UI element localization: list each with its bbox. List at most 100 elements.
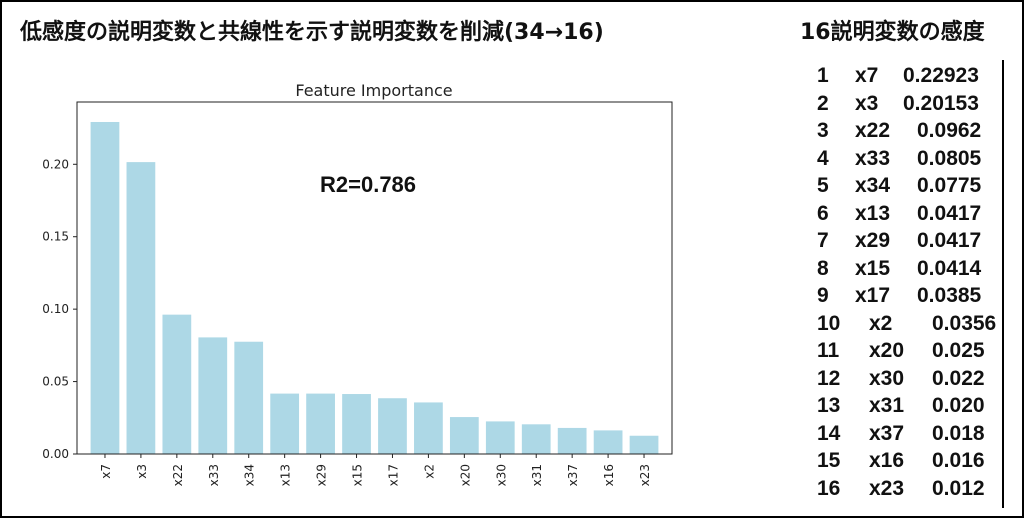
table-row: 14 x37 0.018 — [817, 420, 1002, 448]
row-rank: 10 — [817, 311, 841, 335]
table-row: 11 x20 0.025 — [817, 337, 1002, 365]
row-rank: 2 — [817, 91, 829, 115]
x-tick-label: x15 — [351, 464, 365, 486]
chart-title: Feature Importance — [295, 81, 452, 100]
row-rank: 8 — [817, 256, 829, 280]
y-tick-label: 0.10 — [42, 302, 69, 316]
table-row: 12 x30 0.022 — [817, 365, 1002, 393]
row-feature: x3 — [855, 91, 879, 115]
row-rank: 3 — [817, 119, 829, 142]
row-feature: x23 — [869, 476, 905, 500]
y-tick-label: 0.20 — [42, 157, 69, 171]
row-value: 0.0385 — [917, 284, 982, 307]
row-feature: x33 — [855, 146, 891, 170]
bar-x7 — [90, 121, 120, 455]
y-tick-label: 0.15 — [42, 230, 69, 244]
table-row: 3 x22 0.0962 — [817, 117, 1002, 145]
row-value: 0.0962 — [917, 119, 982, 142]
row-rank: 9 — [817, 284, 829, 307]
bar-x37 — [557, 427, 587, 454]
row-feature: x15 — [855, 256, 891, 280]
table-row: 1 x7 0.22923 — [817, 62, 1002, 90]
x-tick-label: x20 — [458, 464, 472, 486]
row-value: 0.016 — [932, 449, 985, 472]
bar-x23 — [629, 435, 659, 454]
x-tick-label: x30 — [494, 464, 508, 486]
sensitivity-table: 1 x7 0.22923 2 x3 0.20153 3 x22 0.0962 4 x33 0.0805… — [817, 62, 1002, 502]
row-feature: x29 — [855, 229, 891, 252]
row-value: 0.20153 — [903, 91, 979, 115]
row-feature: x20 — [869, 339, 905, 362]
slide-title: 低感度の説明変数と共線性を示す説明変数を削減(34→16) — [20, 20, 604, 45]
bar-x20 — [449, 417, 479, 454]
bar-x15 — [342, 394, 371, 454]
table-row: 2 x3 0.20153 — [817, 90, 1002, 118]
x-tick-label: x7 — [99, 464, 113, 479]
x-tick-label: x29 — [315, 464, 329, 486]
row-feature: x2 — [869, 311, 893, 335]
x-tick-label: x17 — [386, 464, 400, 486]
x-tick-label: x16 — [602, 464, 616, 486]
row-feature: x13 — [855, 201, 891, 225]
row-value: 0.020 — [932, 394, 985, 417]
plot-frame — [76, 101, 673, 455]
row-feature: x31 — [869, 394, 905, 417]
table-row: 15 x16 0.016 — [817, 447, 1002, 475]
row-feature: x30 — [869, 366, 905, 390]
x-tick-label: x23 — [638, 464, 652, 486]
row-feature: x16 — [869, 449, 905, 472]
table-row: 4 x33 0.0805 — [817, 145, 1002, 173]
bar-x31 — [521, 424, 551, 454]
row-feature: x37 — [869, 421, 905, 445]
table-row: 8 x15 0.0414 — [817, 255, 1002, 283]
bar-x22 — [162, 314, 192, 454]
y-tick-label: 0.00 — [42, 447, 69, 461]
row-feature: x34 — [855, 174, 891, 197]
x-tick-label: x2 — [422, 464, 436, 479]
bar-x33 — [198, 337, 228, 454]
row-value: 0.0417 — [917, 201, 982, 225]
row-value: 0.025 — [932, 339, 985, 362]
row-value: 0.0414 — [917, 256, 982, 280]
row-rank: 6 — [817, 201, 829, 225]
x-tick-label: x22 — [171, 464, 185, 486]
row-value: 0.22923 — [903, 64, 979, 87]
x-tick-label: x37 — [566, 464, 580, 486]
row-rank: 14 — [817, 421, 841, 445]
row-value: 0.018 — [932, 421, 985, 445]
bar-x30 — [485, 421, 515, 454]
row-rank: 1 — [817, 64, 829, 87]
x-tick-label: x3 — [135, 464, 149, 479]
table-row: 6 x13 0.0417 — [817, 200, 1002, 228]
row-rank: 7 — [817, 229, 829, 252]
bar-x2 — [414, 402, 443, 454]
row-rank: 16 — [817, 476, 841, 500]
row-rank: 4 — [817, 146, 829, 170]
y-tick-label: 0.05 — [42, 375, 69, 389]
divider — [1002, 60, 1004, 508]
row-value: 0.0775 — [917, 174, 982, 197]
table-row: 9 x17 0.0385 — [817, 282, 1002, 310]
x-tick-label: x13 — [279, 464, 293, 486]
row-feature: x22 — [855, 119, 891, 142]
table-row: 13 x31 0.020 — [817, 392, 1002, 420]
row-rank: 5 — [817, 174, 829, 197]
bar-x34 — [234, 341, 264, 454]
bar-x17 — [378, 398, 407, 454]
row-rank: 11 — [817, 339, 840, 362]
row-feature: x17 — [855, 284, 891, 307]
row-value: 0.0417 — [917, 229, 982, 252]
x-tick-label: x33 — [207, 464, 221, 486]
table-row: 16 x23 0.012 — [817, 475, 1002, 503]
row-value: 0.022 — [932, 366, 985, 390]
bar-x13 — [270, 393, 300, 454]
bar-x29 — [306, 393, 335, 454]
row-value: 0.0805 — [917, 146, 982, 170]
x-tick-label: x31 — [530, 464, 544, 486]
row-value: 0.012 — [932, 476, 985, 500]
row-value: 0.0356 — [932, 311, 997, 335]
row-feature: x7 — [855, 64, 879, 87]
r2-annotation: R2=0.786 — [320, 172, 416, 197]
feature-importance-chart: Feature Importance 0.000.050.100.150.20 … — [42, 81, 673, 486]
